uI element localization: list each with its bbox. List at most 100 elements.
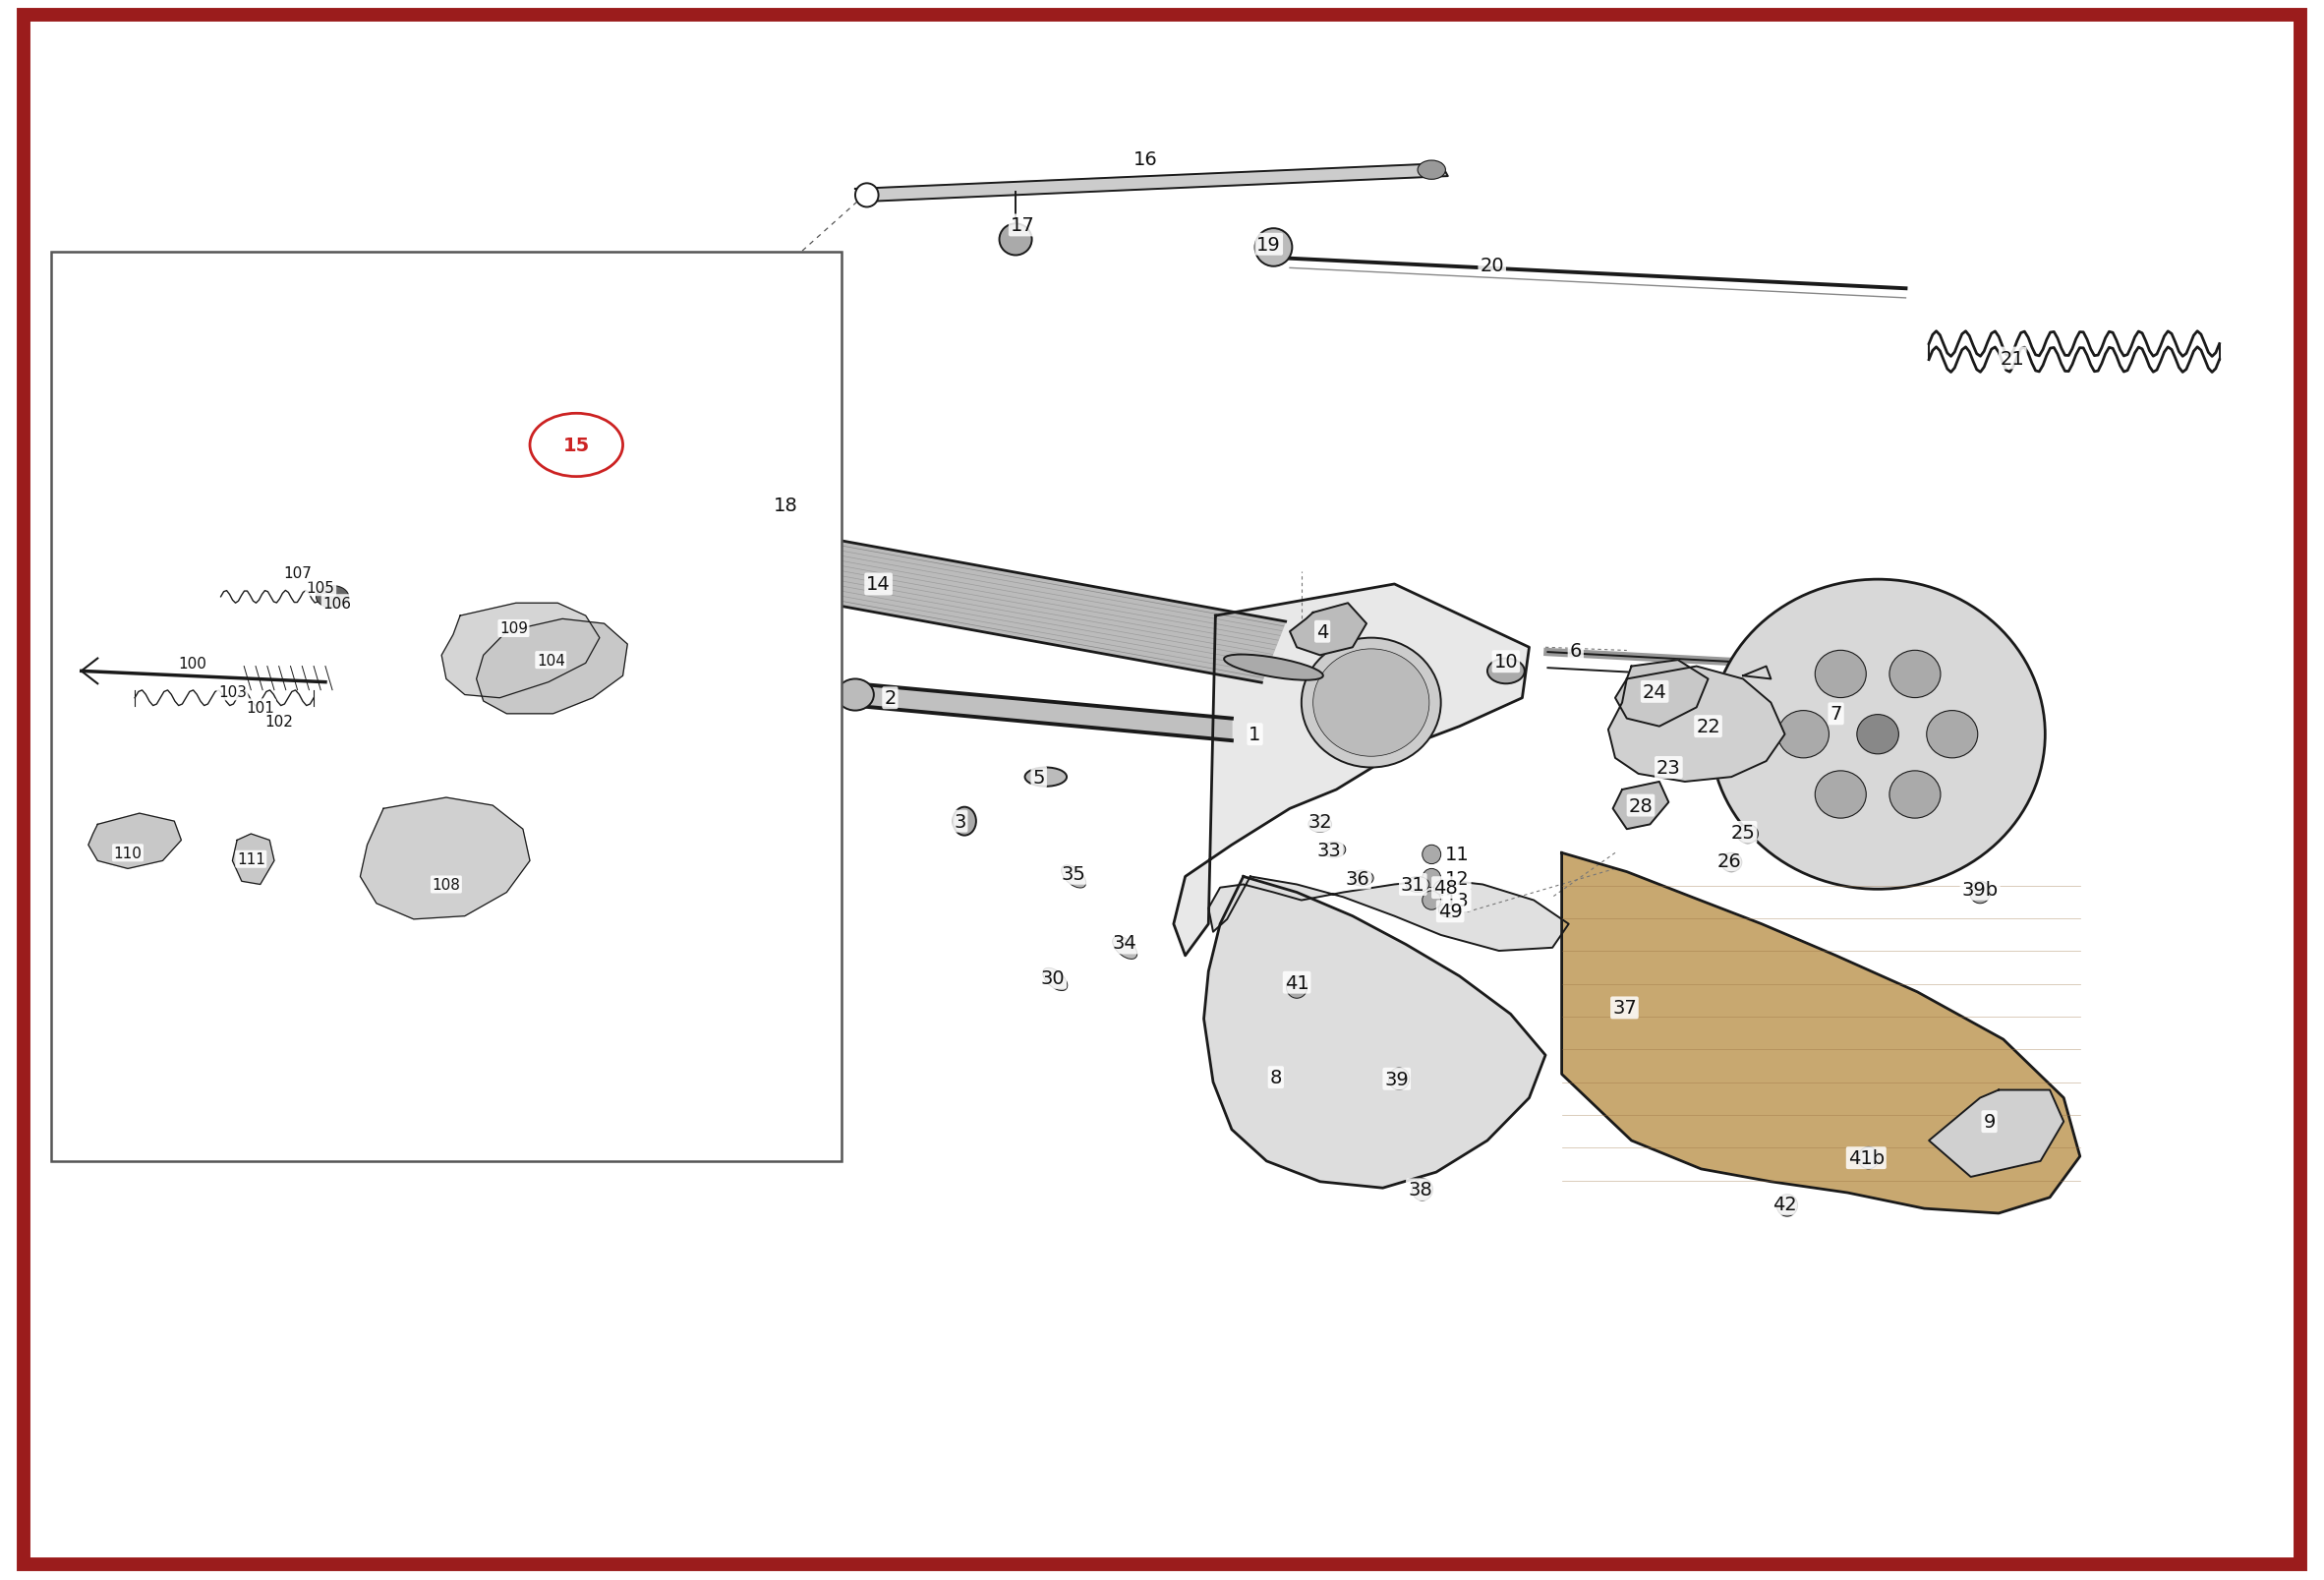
Text: 13: 13 (1446, 891, 1469, 910)
Text: 102: 102 (265, 714, 293, 730)
Polygon shape (442, 604, 600, 698)
Polygon shape (488, 482, 1285, 683)
Text: 107: 107 (284, 566, 311, 581)
Ellipse shape (1422, 869, 1441, 888)
Ellipse shape (1422, 845, 1441, 864)
Ellipse shape (1025, 768, 1067, 787)
Polygon shape (360, 798, 530, 920)
Ellipse shape (1859, 1147, 1878, 1169)
Polygon shape (1929, 1090, 2064, 1177)
Text: 19: 19 (1257, 235, 1281, 254)
Ellipse shape (1889, 771, 1941, 818)
Text: 103: 103 (218, 684, 246, 700)
Text: 24: 24 (1643, 683, 1666, 702)
Ellipse shape (1815, 771, 1866, 818)
Ellipse shape (1255, 229, 1292, 267)
Text: 38: 38 (1408, 1180, 1432, 1199)
Text: 18: 18 (774, 496, 797, 515)
Text: 20: 20 (1480, 256, 1504, 275)
Text: 108: 108 (432, 877, 460, 893)
Text: 36: 36 (1346, 869, 1369, 888)
Text: 34: 34 (1113, 934, 1136, 953)
Ellipse shape (1313, 649, 1429, 757)
Ellipse shape (953, 807, 976, 836)
Text: 21: 21 (2001, 349, 2024, 368)
Text: 2: 2 (883, 689, 897, 708)
Text: 37: 37 (1613, 999, 1636, 1018)
Ellipse shape (1720, 853, 1743, 872)
Ellipse shape (1422, 891, 1441, 910)
Text: 49: 49 (1439, 902, 1462, 921)
Ellipse shape (1710, 580, 2045, 890)
Text: 25: 25 (1731, 823, 1755, 842)
Ellipse shape (1857, 714, 1899, 755)
Text: 35: 35 (1062, 864, 1085, 883)
Text: 26: 26 (1717, 852, 1741, 871)
Circle shape (1350, 871, 1373, 886)
Ellipse shape (1387, 1068, 1408, 1090)
Ellipse shape (855, 185, 878, 207)
Text: 41: 41 (1285, 973, 1308, 992)
Polygon shape (855, 684, 1232, 741)
Text: 100: 100 (179, 656, 207, 672)
Text: 7: 7 (1829, 705, 1843, 724)
Ellipse shape (1776, 1194, 1799, 1217)
Text: 10: 10 (1494, 653, 1518, 671)
Text: 5: 5 (1032, 768, 1046, 787)
Circle shape (1322, 842, 1346, 858)
Text: 23: 23 (1657, 758, 1680, 777)
Text: 22: 22 (1697, 717, 1720, 736)
Text: 39b: 39b (1961, 880, 1999, 899)
Text: 30: 30 (1041, 969, 1064, 988)
Text: 17: 17 (1011, 216, 1034, 235)
Text: 11: 11 (1446, 845, 1469, 864)
Polygon shape (1290, 604, 1367, 656)
Circle shape (762, 493, 795, 515)
Ellipse shape (1301, 638, 1441, 768)
Text: 16: 16 (1134, 150, 1157, 169)
Text: 4: 4 (1315, 623, 1329, 641)
Circle shape (1418, 161, 1446, 180)
Circle shape (1487, 659, 1525, 684)
Circle shape (1439, 902, 1462, 918)
Circle shape (1308, 817, 1332, 833)
Text: 31: 31 (1401, 875, 1425, 894)
Polygon shape (1615, 660, 1708, 727)
Text: 32: 32 (1308, 812, 1332, 831)
Text: 109: 109 (500, 621, 528, 637)
Ellipse shape (837, 679, 874, 711)
Ellipse shape (1778, 711, 1829, 758)
Text: 14: 14 (867, 575, 890, 594)
Ellipse shape (1815, 651, 1866, 698)
Polygon shape (502, 463, 525, 623)
Ellipse shape (1225, 656, 1322, 681)
Circle shape (1434, 880, 1457, 896)
Text: 105: 105 (307, 580, 335, 596)
Ellipse shape (1062, 866, 1085, 888)
Text: 101: 101 (246, 700, 274, 716)
Text: 106: 106 (323, 596, 351, 611)
Polygon shape (88, 814, 181, 869)
Ellipse shape (1968, 882, 1989, 904)
Ellipse shape (1889, 651, 1941, 698)
Polygon shape (1204, 877, 1545, 1188)
Text: 9: 9 (1982, 1112, 1996, 1131)
Text: 41b: 41b (1848, 1149, 1885, 1168)
Polygon shape (232, 834, 274, 885)
Polygon shape (1608, 667, 1785, 782)
Ellipse shape (999, 224, 1032, 256)
Text: 104: 104 (537, 653, 565, 668)
Ellipse shape (1927, 711, 1978, 758)
Circle shape (1406, 877, 1429, 893)
Ellipse shape (1413, 1179, 1432, 1201)
Ellipse shape (1113, 937, 1136, 959)
Ellipse shape (1043, 969, 1067, 991)
Text: 6: 6 (1569, 641, 1583, 660)
Text: 12: 12 (1446, 869, 1469, 888)
Text: 28: 28 (1629, 796, 1652, 815)
Polygon shape (1174, 585, 1529, 956)
Circle shape (316, 586, 349, 608)
Text: 15: 15 (562, 436, 590, 455)
Polygon shape (1208, 877, 1569, 951)
Circle shape (530, 414, 623, 477)
